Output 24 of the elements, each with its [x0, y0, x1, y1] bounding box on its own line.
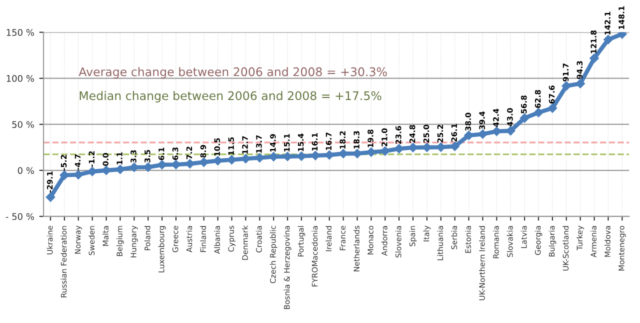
point	[548, 104, 558, 113]
point	[534, 108, 544, 118]
annotation: Average change between 2006 and 2008 = +30.3%	[78, 67, 387, 79]
annotation: Median change between 2006 and 2008 = +17.5%	[80, 91, 382, 102]
y-tick-label: 50 %	[12, 121, 34, 128]
y-tick-label: 0 %	[18, 167, 34, 174]
point	[88, 166, 97, 176]
point	[520, 113, 530, 123]
y-tick-label: 150 %	[6, 29, 34, 36]
y-tick-label: - 50 %	[6, 213, 34, 220]
point	[352, 148, 362, 158]
point	[464, 130, 474, 140]
point	[590, 54, 599, 63]
point	[478, 129, 488, 139]
point	[618, 32, 627, 39]
point	[576, 78, 585, 88]
point	[380, 146, 390, 156]
point	[394, 144, 404, 154]
point	[171, 160, 181, 170]
point	[604, 34, 613, 44]
y-tick-label: 100 %	[6, 75, 34, 82]
point	[102, 166, 111, 176]
point	[46, 192, 56, 202]
point	[562, 81, 571, 91]
